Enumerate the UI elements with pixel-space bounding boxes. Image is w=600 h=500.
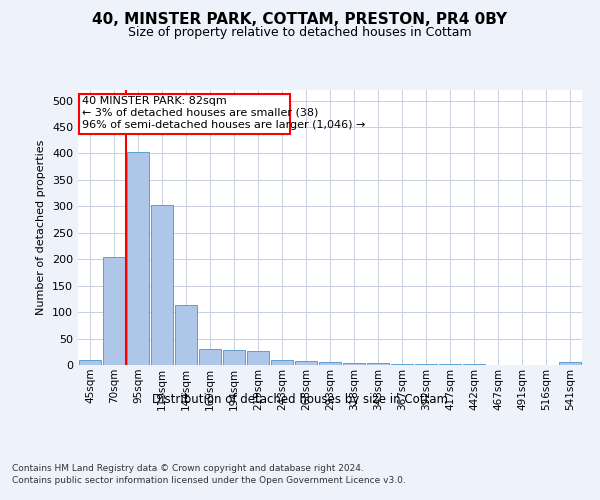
Bar	[223, 350, 245, 365]
Bar	[175, 305, 197, 365]
Bar	[439, 364, 461, 365]
Text: 40, MINSTER PARK, COTTAM, PRESTON, PR4 0BY: 40, MINSTER PARK, COTTAM, PRESTON, PR4 0…	[92, 12, 508, 28]
Y-axis label: Number of detached properties: Number of detached properties	[37, 140, 46, 315]
Text: Size of property relative to detached houses in Cottam: Size of property relative to detached ho…	[128, 26, 472, 39]
Text: 96% of semi-detached houses are larger (1,046) →: 96% of semi-detached houses are larger (…	[82, 120, 365, 130]
Bar	[391, 364, 413, 365]
Text: ← 3% of detached houses are smaller (38): ← 3% of detached houses are smaller (38)	[82, 108, 318, 118]
Bar	[151, 205, 173, 365]
Bar	[271, 360, 293, 365]
Bar	[247, 351, 269, 365]
FancyBboxPatch shape	[79, 94, 290, 134]
Text: Contains public sector information licensed under the Open Government Licence v3: Contains public sector information licen…	[12, 476, 406, 485]
Text: 40 MINSTER PARK: 82sqm: 40 MINSTER PARK: 82sqm	[82, 96, 226, 106]
Bar	[367, 363, 389, 365]
Bar	[127, 152, 149, 365]
Bar	[295, 361, 317, 365]
Bar	[559, 362, 581, 365]
Bar	[79, 360, 101, 365]
Bar	[415, 364, 437, 365]
Bar	[463, 364, 485, 365]
Bar	[319, 362, 341, 365]
Text: Contains HM Land Registry data © Crown copyright and database right 2024.: Contains HM Land Registry data © Crown c…	[12, 464, 364, 473]
Bar	[103, 256, 125, 365]
Bar	[343, 363, 365, 365]
Text: Distribution of detached houses by size in Cottam: Distribution of detached houses by size …	[152, 392, 448, 406]
Bar	[199, 349, 221, 365]
